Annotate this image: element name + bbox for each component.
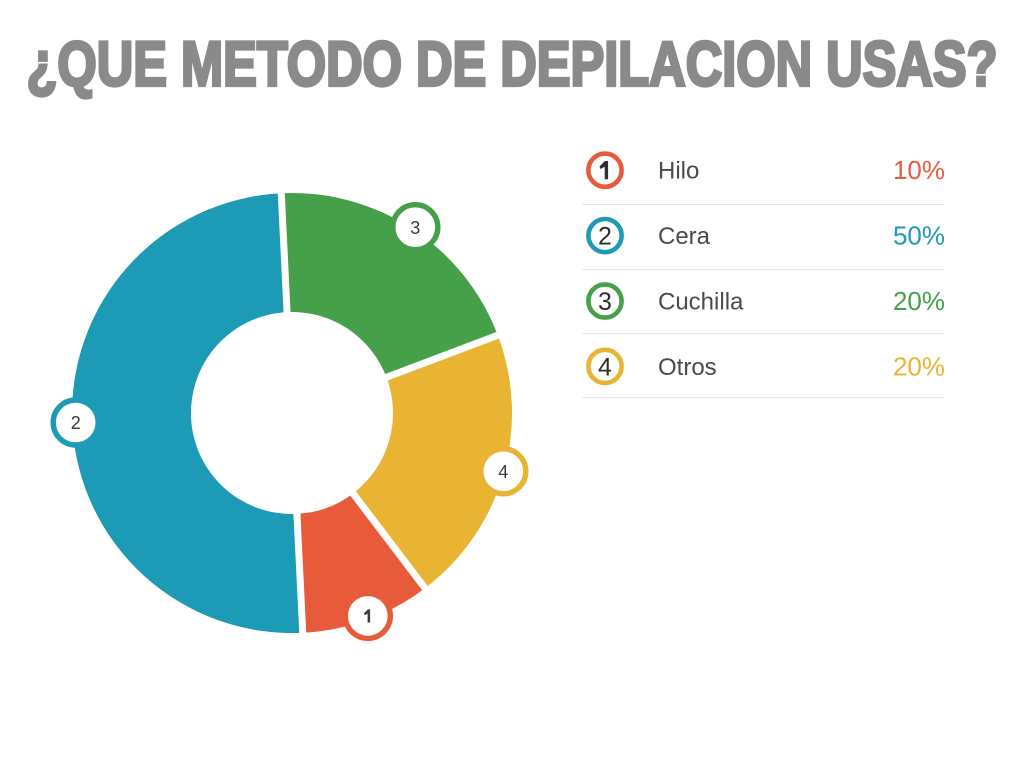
- svg-text:Cuchilla: Cuchilla: [658, 288, 744, 315]
- svg-text:20%: 20%: [893, 286, 945, 316]
- svg-text:Otros: Otros: [658, 354, 717, 381]
- svg-text:50%: 50%: [893, 221, 945, 251]
- svg-text:20%: 20%: [893, 351, 945, 381]
- svg-text:10%: 10%: [893, 155, 945, 185]
- svg-text:3: 3: [598, 288, 612, 316]
- svg-text:4: 4: [598, 353, 612, 381]
- svg-text:¿QUE METODO DE DEPILACION USAS: ¿QUE METODO DE DEPILACION USAS?: [27, 29, 998, 99]
- svg-text:Hilo: Hilo: [658, 158, 699, 185]
- svg-text:2: 2: [598, 223, 612, 251]
- svg-text:4: 4: [498, 462, 508, 482]
- svg-text:Cera: Cera: [658, 223, 711, 250]
- svg-text:3: 3: [410, 218, 420, 238]
- svg-text:2: 2: [71, 413, 81, 433]
